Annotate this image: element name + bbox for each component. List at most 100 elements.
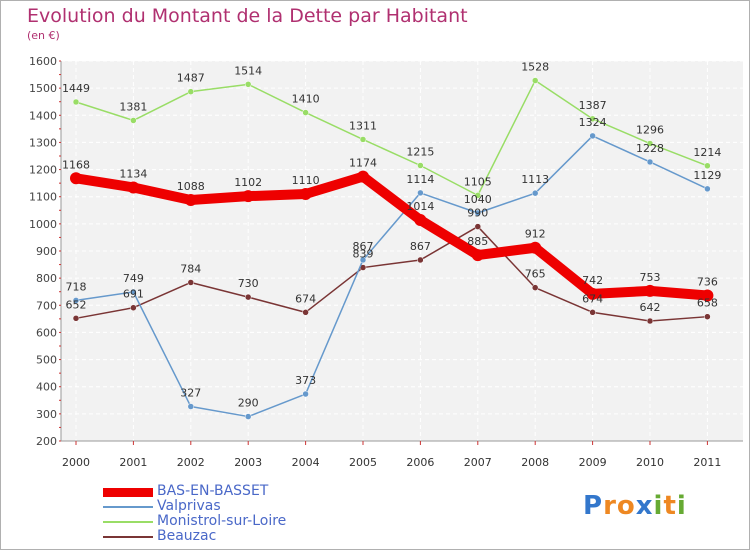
logo-letter: t — [663, 491, 677, 521]
logo-letter: o — [616, 491, 636, 521]
x-tick-label: 2004 — [292, 456, 320, 469]
data-label-valprivas: 373 — [295, 374, 316, 387]
data-point-monistrol-sur-loire — [359, 136, 367, 143]
data-label-valprivas: 290 — [238, 397, 259, 410]
legend-item-monistrol-sur-loire: Monistrol-sur-Loire — [103, 513, 363, 530]
data-label-bas-en-basset: 885 — [467, 235, 488, 248]
data-point-monistrol-sur-loire — [72, 98, 80, 106]
data-label-bas-en-basset: 1174 — [349, 157, 377, 170]
data-label-beauzac: 730 — [238, 277, 259, 290]
data-point-valprivas — [646, 158, 654, 166]
data-label-bas-en-basset: 742 — [582, 274, 603, 287]
y-tick-label: 400 — [36, 381, 57, 394]
legend-swatch — [103, 521, 153, 523]
data-point-valprivas — [704, 185, 711, 193]
data-label-beauzac: 867 — [410, 240, 431, 253]
data-point-bas-en-basset — [414, 214, 427, 227]
legend-swatch — [103, 487, 153, 497]
legend-label: Beauzac — [157, 528, 217, 544]
data-label-valprivas: 1324 — [579, 116, 607, 129]
x-tick-label: 2008 — [521, 456, 549, 469]
y-tick-label: 200 — [36, 435, 57, 448]
data-point-bas-en-basset — [529, 241, 542, 254]
proxiti-logo: Proxiti — [583, 491, 687, 521]
series-line-bas-en-basset — [71, 171, 713, 301]
y-tick-label: 700 — [36, 299, 57, 312]
data-point-bas-en-basset — [242, 190, 255, 203]
data-point-monistrol-sur-loire — [130, 117, 137, 124]
logo-letter: i — [676, 491, 687, 521]
data-point-valprivas — [72, 297, 80, 304]
data-label-bas-en-basset: 912 — [525, 228, 546, 241]
data-point-monistrol-sur-loire — [646, 140, 654, 147]
data-point-valprivas — [359, 256, 367, 264]
data-label-valprivas: 1113 — [521, 173, 549, 186]
data-point-valprivas — [187, 403, 195, 410]
x-tick-label: 2005 — [349, 456, 377, 469]
data-label-monistrol-sur-loire: 1514 — [234, 64, 262, 77]
data-label-monistrol-sur-loire: 1410 — [292, 93, 320, 106]
data-label-valprivas: 867 — [353, 240, 374, 253]
legend-label: Valprivas — [157, 498, 221, 514]
data-point-bas-en-basset — [70, 172, 82, 185]
data-point-monistrol-sur-loire — [704, 162, 711, 170]
data-label-beauzac: 784 — [180, 262, 201, 275]
x-tick-label: 2011 — [693, 456, 721, 469]
data-point-monistrol-sur-loire — [589, 115, 596, 123]
legend-label: Monistrol-sur-Loire — [157, 513, 287, 529]
data-point-beauzac — [646, 317, 654, 325]
data-label-valprivas: 1228 — [636, 142, 664, 155]
data-point-monistrol-sur-loire — [187, 88, 195, 95]
data-point-bas-en-basset — [184, 193, 197, 206]
data-point-beauzac — [244, 293, 252, 301]
y-tick-label: 900 — [36, 245, 57, 258]
y-tick-label: 500 — [36, 354, 57, 367]
legend-swatch — [103, 536, 153, 538]
data-label-monistrol-sur-loire: 1487 — [177, 72, 205, 85]
data-point-valprivas — [589, 132, 596, 140]
y-tick-label: 1100 — [29, 191, 57, 204]
legend: BAS-EN-BASSET Valprivas Monistrol-sur-Loir… — [103, 483, 363, 545]
data-label-bas-en-basset: 1102 — [234, 176, 262, 189]
data-label-beauzac: 658 — [697, 297, 718, 310]
data-label-valprivas: 749 — [123, 272, 144, 285]
data-point-beauzac — [302, 309, 309, 316]
data-point-valprivas — [302, 390, 309, 398]
legend-item-valprivas: Valprivas — [103, 498, 363, 515]
data-point-valprivas — [244, 413, 252, 420]
x-tick-label: 2002 — [177, 456, 205, 469]
legend-item-beauzac: Beauzac — [103, 528, 363, 545]
data-point-beauzac — [531, 284, 539, 291]
y-tick-label: 1600 — [29, 55, 57, 68]
y-tick-label: 300 — [36, 408, 57, 421]
data-label-bas-en-basset: 1134 — [119, 167, 147, 180]
logo-letter: P — [583, 491, 604, 521]
data-point-beauzac — [72, 315, 80, 322]
data-label-valprivas: 327 — [180, 387, 201, 400]
data-label-beauzac: 674 — [582, 292, 603, 305]
chart-subtitle: (en €) — [27, 29, 60, 42]
y-tick-label: 1300 — [29, 136, 57, 149]
data-label-bas-en-basset: 1168 — [62, 158, 90, 171]
data-point-monistrol-sur-loire — [244, 81, 252, 88]
data-label-bas-en-basset: 1014 — [406, 200, 434, 213]
y-tick-label: 1500 — [29, 82, 57, 95]
legend-item-bas-en-basset: BAS-EN-BASSET — [103, 483, 363, 500]
data-label-beauzac: 691 — [123, 288, 144, 301]
data-label-monistrol-sur-loire: 1214 — [693, 146, 721, 159]
data-label-beauzac: 642 — [640, 301, 661, 314]
y-tick-label: 1400 — [29, 109, 57, 122]
data-label-monistrol-sur-loire: 1296 — [636, 124, 664, 137]
data-label-beauzac: 652 — [66, 298, 87, 311]
series-line-valprivas — [75, 135, 709, 418]
data-label-beauzac: 765 — [525, 268, 546, 281]
data-point-beauzac — [187, 279, 195, 286]
x-tick-label: 2007 — [464, 456, 492, 469]
data-point-beauzac — [130, 304, 137, 311]
logo-letter: r — [603, 491, 617, 521]
data-point-bas-en-basset — [644, 284, 656, 297]
data-label-beauzac: 839 — [353, 248, 374, 261]
data-label-valprivas: 1040 — [464, 193, 492, 206]
